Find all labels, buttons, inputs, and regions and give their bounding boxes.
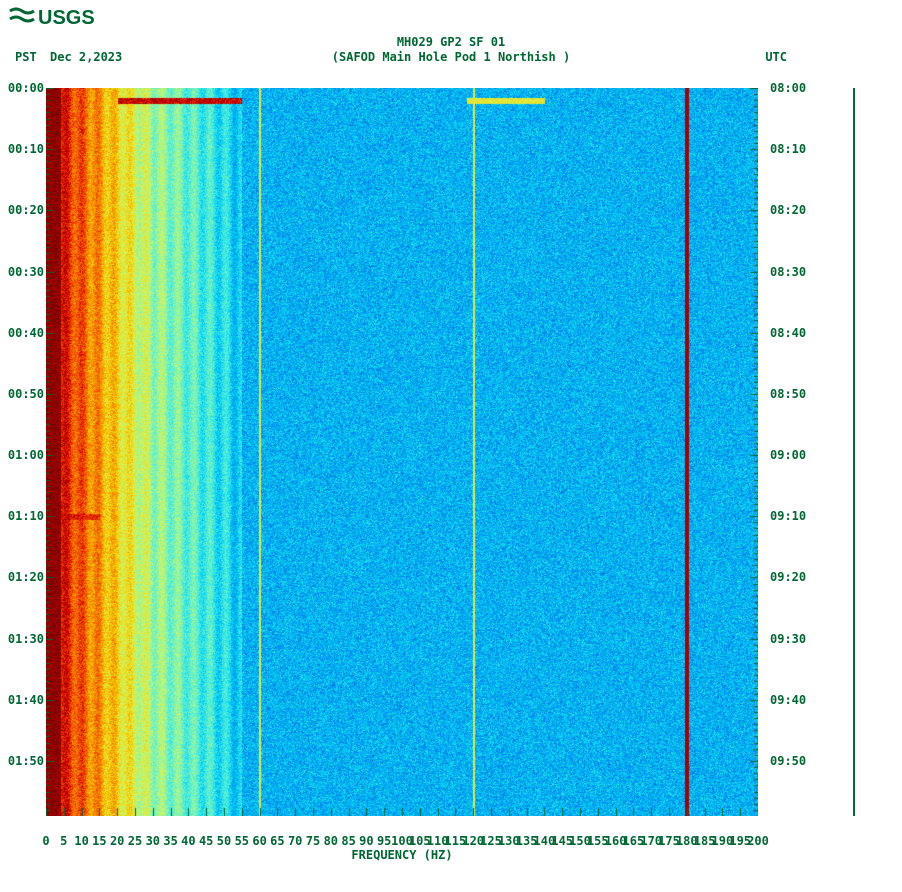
side-axis-bar — [853, 88, 855, 816]
x-tick: 25 — [128, 834, 142, 848]
x-tick: 15 — [92, 834, 106, 848]
x-tick: 10 — [74, 834, 88, 848]
x-tick: 65 — [270, 834, 284, 848]
y-tick-left: 01:30 — [0, 632, 44, 646]
x-tick: 40 — [181, 834, 195, 848]
x-tick: 90 — [359, 834, 373, 848]
y-tick-left: 01:40 — [0, 693, 44, 707]
x-tick: 70 — [288, 834, 302, 848]
y-tick-left: 01:00 — [0, 448, 44, 462]
y-tick-right: 09:30 — [770, 632, 806, 646]
spectrogram-canvas — [46, 88, 758, 816]
y-tick-left: 00:50 — [0, 387, 44, 401]
x-tick: 35 — [163, 834, 177, 848]
x-tick: 75 — [306, 834, 320, 848]
y-tick-right: 09:00 — [770, 448, 806, 462]
x-tick: 50 — [217, 834, 231, 848]
chart-title: MH029 GP2 SF 01 — [0, 35, 902, 49]
left-timezone-label: PST — [15, 50, 37, 64]
x-tick: 85 — [341, 834, 355, 848]
x-tick: 55 — [235, 834, 249, 848]
x-tick: 95 — [377, 834, 391, 848]
y-tick-left: 00:00 — [0, 81, 44, 95]
x-tick: 0 — [42, 834, 49, 848]
x-tick: 80 — [324, 834, 338, 848]
y-tick-left: 01:20 — [0, 570, 44, 584]
x-tick: 200 — [747, 834, 769, 848]
spectrogram-plot — [46, 88, 758, 816]
y-tick-left: 00:10 — [0, 142, 44, 156]
usgs-logo-svg: USGS — [8, 5, 98, 29]
y-tick-left: 01:50 — [0, 754, 44, 768]
x-tick: 20 — [110, 834, 124, 848]
y-tick-right: 08:20 — [770, 203, 806, 217]
y-tick-right: 08:00 — [770, 81, 806, 95]
y-tick-left: 01:10 — [0, 509, 44, 523]
svg-text:USGS: USGS — [38, 7, 95, 29]
right-timezone-label: UTC — [765, 50, 787, 64]
usgs-logo: USGS — [8, 5, 98, 29]
x-tick: 60 — [252, 834, 266, 848]
x-tick: 5 — [60, 834, 67, 848]
y-tick-left: 00:40 — [0, 326, 44, 340]
y-tick-right: 08:10 — [770, 142, 806, 156]
x-axis-label: FREQUENCY (HZ) — [0, 848, 804, 862]
y-axis-left-ticks: 00:0000:1000:2000:3000:4000:5001:0001:10… — [0, 88, 44, 816]
date-label: Dec 2,2023 — [50, 50, 122, 64]
y-tick-right: 09:40 — [770, 693, 806, 707]
y-tick-right: 09:50 — [770, 754, 806, 768]
y-tick-right: 08:50 — [770, 387, 806, 401]
y-tick-right: 08:30 — [770, 265, 806, 279]
x-tick: 45 — [199, 834, 213, 848]
y-tick-right: 09:10 — [770, 509, 806, 523]
y-tick-right: 08:40 — [770, 326, 806, 340]
x-tick: 30 — [146, 834, 160, 848]
y-tick-left: 00:30 — [0, 265, 44, 279]
y-axis-right-ticks: 08:0008:1008:2008:3008:4008:5009:0009:10… — [770, 88, 820, 816]
y-tick-left: 00:20 — [0, 203, 44, 217]
y-tick-right: 09:20 — [770, 570, 806, 584]
